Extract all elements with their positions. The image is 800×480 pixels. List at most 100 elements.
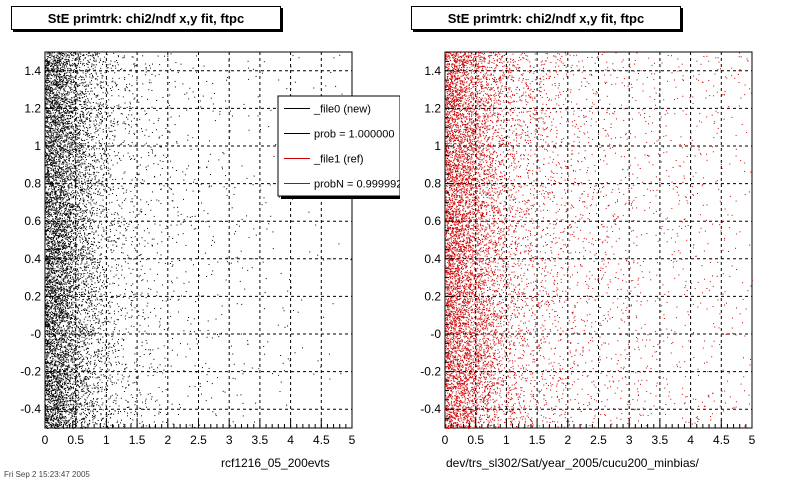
data-point <box>48 207 50 209</box>
data-point <box>103 229 105 231</box>
data-point <box>160 307 162 309</box>
data-point <box>48 52 50 54</box>
data-point <box>78 132 80 133</box>
data-point <box>64 260 66 262</box>
data-point <box>81 323 82 325</box>
data-point <box>65 192 67 194</box>
data-point <box>72 424 74 426</box>
data-point <box>126 407 128 408</box>
data-point <box>45 177 47 179</box>
data-point <box>79 52 81 54</box>
data-point <box>97 191 99 193</box>
data-point <box>69 342 71 344</box>
data-point <box>95 287 97 288</box>
data-point <box>70 88 72 90</box>
data-point <box>102 129 104 130</box>
data-point <box>70 397 72 399</box>
data-point <box>52 277 54 279</box>
data-point <box>56 150 58 152</box>
data-point <box>67 203 69 205</box>
data-point <box>97 262 99 264</box>
data-point <box>51 164 53 166</box>
data-point <box>57 240 59 242</box>
data-point <box>74 384 76 385</box>
data-point <box>57 60 59 61</box>
data-point <box>46 172 48 174</box>
data-point <box>73 287 75 289</box>
data-point <box>237 261 239 263</box>
data-point <box>59 180 61 182</box>
data-point <box>104 56 106 58</box>
data-point <box>49 163 51 165</box>
data-point <box>96 276 98 278</box>
data-point <box>99 242 101 243</box>
data-point <box>60 158 62 159</box>
data-point <box>48 110 50 112</box>
data-point <box>48 384 49 386</box>
data-point <box>52 285 54 287</box>
data-point <box>172 338 173 340</box>
data-point <box>194 365 196 367</box>
data-point <box>70 176 72 178</box>
data-point <box>70 125 72 127</box>
data-point <box>73 171 75 173</box>
data-point <box>63 372 65 374</box>
data-point <box>60 69 62 71</box>
data-point <box>135 64 137 66</box>
data-point <box>79 413 81 415</box>
data-point <box>80 62 82 64</box>
data-point <box>54 347 56 349</box>
data-point <box>84 104 86 106</box>
data-point <box>104 143 106 145</box>
data-point <box>52 71 54 73</box>
data-point <box>56 271 58 273</box>
data-point <box>75 349 77 351</box>
data-point <box>75 307 77 309</box>
data-point <box>48 128 50 130</box>
data-point <box>114 61 116 63</box>
data-point <box>57 156 59 158</box>
data-point <box>45 395 46 397</box>
data-point <box>62 254 64 256</box>
data-point <box>56 292 58 294</box>
data-point <box>65 123 67 125</box>
data-point <box>68 216 70 217</box>
data-point <box>68 197 69 199</box>
data-point <box>46 415 48 417</box>
data-point <box>66 258 68 260</box>
data-point <box>70 417 72 418</box>
data-point <box>63 169 65 171</box>
data-point <box>66 325 68 327</box>
data-point <box>58 420 60 422</box>
data-point <box>156 143 158 145</box>
data-point <box>121 419 122 421</box>
data-point <box>53 98 55 100</box>
data-point <box>53 393 55 395</box>
data-point <box>81 186 83 188</box>
data-point <box>131 142 133 143</box>
data-point <box>98 142 100 144</box>
data-point <box>56 122 58 124</box>
data-point <box>73 212 75 214</box>
data-point <box>58 210 60 212</box>
data-point <box>58 106 60 108</box>
data-point <box>80 118 82 120</box>
data-point <box>64 271 66 273</box>
data-point <box>52 394 54 395</box>
data-point <box>75 180 77 182</box>
data-point <box>199 167 201 169</box>
data-point <box>48 245 50 247</box>
data-point <box>101 322 103 324</box>
data-point <box>73 268 74 270</box>
data-point <box>76 294 78 295</box>
data-point <box>81 380 83 382</box>
data-point <box>55 94 57 96</box>
data-point <box>118 89 120 90</box>
data-point <box>56 347 58 349</box>
data-point <box>89 187 91 188</box>
data-point <box>146 280 148 282</box>
data-point <box>84 393 86 395</box>
data-point <box>104 395 106 397</box>
data-point <box>67 392 69 393</box>
data-point <box>47 65 49 67</box>
